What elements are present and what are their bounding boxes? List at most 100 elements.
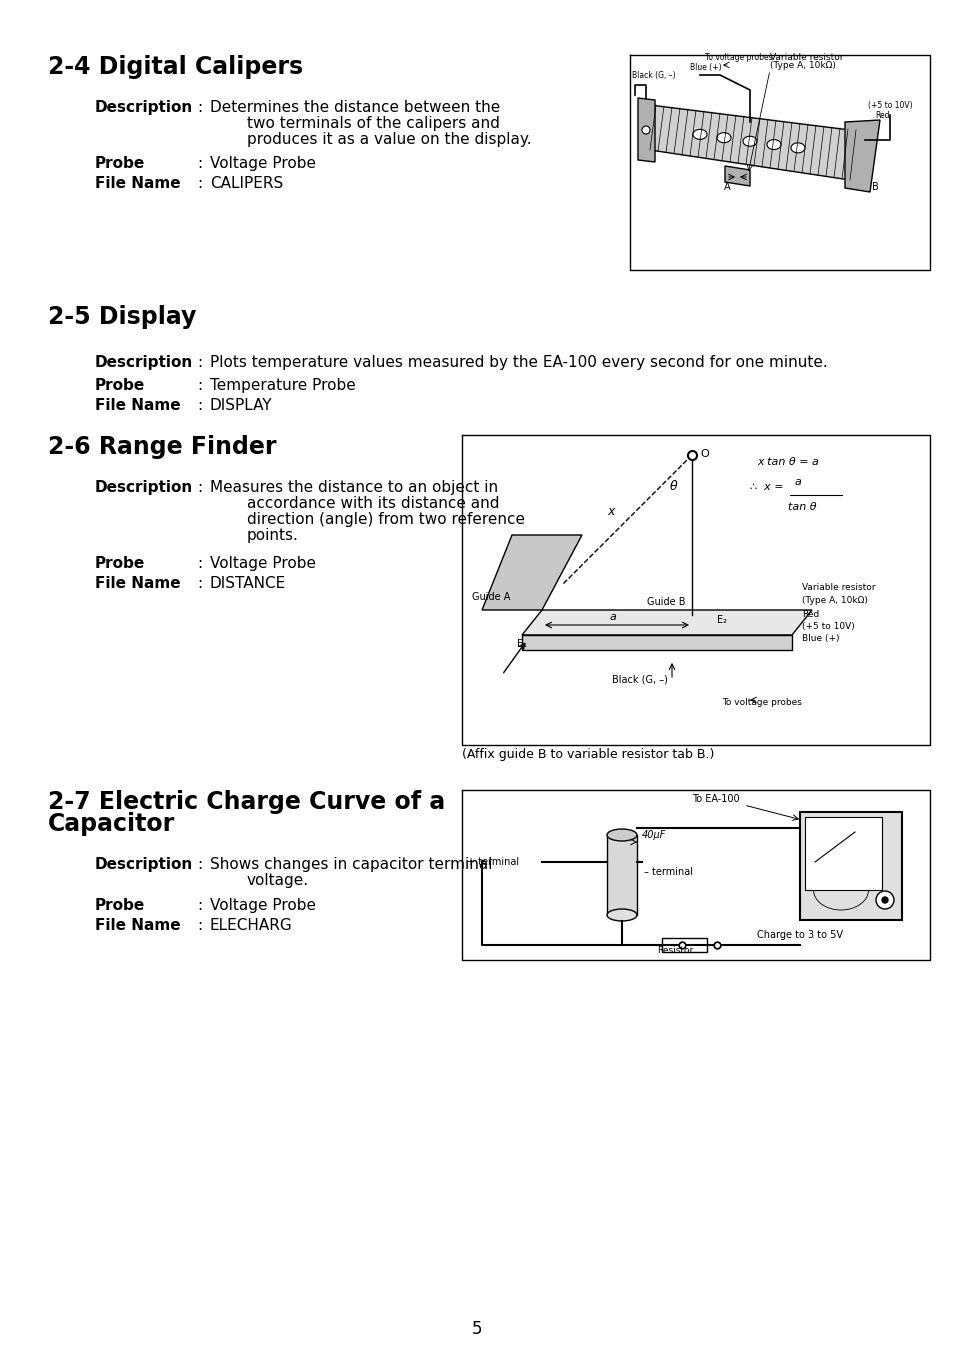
Text: Voltage Probe: Voltage Probe: [210, 156, 315, 171]
Text: tan θ: tan θ: [787, 501, 816, 512]
Text: File Name: File Name: [95, 576, 180, 591]
Text: Probe: Probe: [95, 378, 145, 393]
Text: Blue (+): Blue (+): [689, 62, 720, 72]
Polygon shape: [844, 121, 879, 192]
Text: (Type A, 10kΩ): (Type A, 10kΩ): [801, 596, 867, 604]
Text: :: :: [196, 378, 202, 393]
Text: :: :: [196, 156, 202, 171]
Text: Black (G, –): Black (G, –): [631, 70, 675, 80]
Polygon shape: [481, 535, 581, 610]
Ellipse shape: [790, 142, 804, 153]
Polygon shape: [724, 167, 749, 186]
Text: points.: points.: [247, 528, 298, 543]
Text: Plots temperature values measured by the EA-100 every second for one minute.: Plots temperature values measured by the…: [210, 355, 827, 370]
Text: Temperature Probe: Temperature Probe: [210, 378, 355, 393]
Text: Voltage Probe: Voltage Probe: [210, 898, 315, 913]
Text: Probe: Probe: [95, 898, 145, 913]
Text: voltage.: voltage.: [247, 873, 309, 888]
Ellipse shape: [875, 892, 893, 909]
Text: To voltage probes: To voltage probes: [704, 53, 772, 62]
Text: accordance with its distance and: accordance with its distance and: [247, 496, 499, 511]
Text: :: :: [196, 576, 202, 591]
Text: + terminal: + terminal: [467, 856, 518, 867]
Text: two terminals of the calipers and: two terminals of the calipers and: [247, 117, 499, 131]
Text: :: :: [196, 176, 202, 191]
Ellipse shape: [606, 909, 637, 921]
Text: Determines the distance between the: Determines the distance between the: [210, 100, 499, 115]
Ellipse shape: [882, 897, 887, 902]
Text: x: x: [606, 505, 614, 518]
Text: (Affix guide B to variable resistor tab B.): (Affix guide B to variable resistor tab …: [461, 748, 714, 762]
Text: File Name: File Name: [95, 917, 180, 934]
Polygon shape: [661, 938, 706, 953]
Text: Variable resistor: Variable resistor: [769, 53, 842, 62]
Text: B: B: [871, 182, 878, 192]
Text: DISPLAY: DISPLAY: [210, 398, 273, 413]
Text: File Name: File Name: [95, 176, 180, 191]
Text: – terminal: – terminal: [643, 867, 692, 877]
Text: θ: θ: [669, 480, 677, 493]
Text: Guide B: Guide B: [646, 598, 685, 607]
Text: Voltage Probe: Voltage Probe: [210, 556, 315, 570]
Text: ∴  x =: ∴ x =: [749, 482, 782, 492]
Text: 2-4 Digital Calipers: 2-4 Digital Calipers: [48, 56, 303, 79]
Text: Guide A: Guide A: [472, 592, 510, 602]
Polygon shape: [521, 635, 791, 650]
Text: CALIPERS: CALIPERS: [210, 176, 283, 191]
Text: 2-6 Range Finder: 2-6 Range Finder: [48, 435, 276, 459]
Text: DISTANCE: DISTANCE: [210, 576, 286, 591]
Polygon shape: [638, 98, 655, 163]
Text: Capacitor: Capacitor: [48, 812, 175, 836]
Text: Description: Description: [95, 100, 193, 115]
Text: Description: Description: [95, 480, 193, 495]
Text: 5: 5: [471, 1320, 482, 1337]
Text: To voltage probes: To voltage probes: [721, 698, 801, 707]
Text: Blue (+): Blue (+): [801, 634, 839, 644]
Text: :: :: [196, 556, 202, 570]
Text: To EA-100: To EA-100: [691, 794, 739, 804]
Text: 2-7 Electric Charge Curve of a: 2-7 Electric Charge Curve of a: [48, 790, 445, 814]
Polygon shape: [800, 812, 901, 920]
Text: :: :: [196, 898, 202, 913]
Text: File Name: File Name: [95, 398, 180, 413]
Text: Charge to 3 to 5V: Charge to 3 to 5V: [757, 930, 842, 940]
Text: :: :: [196, 100, 202, 115]
Text: (+5 to 10V): (+5 to 10V): [867, 102, 912, 110]
Text: x tan θ = a: x tan θ = a: [757, 457, 818, 467]
Text: 40μF: 40μF: [641, 831, 666, 840]
Text: Red: Red: [874, 111, 888, 121]
Text: a: a: [794, 477, 801, 486]
Text: :: :: [196, 398, 202, 413]
Polygon shape: [606, 835, 637, 915]
Ellipse shape: [641, 126, 649, 134]
Polygon shape: [804, 817, 882, 890]
Text: Description: Description: [95, 355, 193, 370]
Text: (Type A, 10kΩ): (Type A, 10kΩ): [769, 61, 835, 70]
Text: E₂: E₂: [717, 615, 726, 625]
Text: Red: Red: [801, 610, 819, 619]
Text: :: :: [196, 856, 202, 873]
Text: Measures the distance to an object in: Measures the distance to an object in: [210, 480, 497, 495]
Ellipse shape: [766, 140, 781, 149]
Text: :: :: [196, 355, 202, 370]
Text: Description: Description: [95, 856, 193, 873]
Text: (+5 to 10V): (+5 to 10V): [801, 622, 854, 631]
Polygon shape: [649, 104, 849, 180]
Text: Probe: Probe: [95, 156, 145, 171]
Text: E₁: E₁: [517, 640, 526, 649]
Text: Shows changes in capacitor terminal: Shows changes in capacitor terminal: [210, 856, 492, 873]
Ellipse shape: [717, 133, 730, 142]
Text: direction (angle) from two reference: direction (angle) from two reference: [247, 512, 524, 527]
Text: :: :: [196, 480, 202, 495]
Text: 2-5 Display: 2-5 Display: [48, 305, 196, 329]
Text: a: a: [609, 612, 617, 622]
Text: O: O: [700, 449, 708, 459]
Text: Probe: Probe: [95, 556, 145, 570]
Text: Resistor: Resistor: [657, 946, 693, 955]
Ellipse shape: [692, 129, 706, 140]
Text: produces it as a value on the display.: produces it as a value on the display.: [247, 131, 531, 146]
Polygon shape: [521, 610, 811, 635]
Ellipse shape: [742, 137, 757, 146]
Text: :: :: [196, 917, 202, 934]
Text: Variable resistor: Variable resistor: [801, 583, 875, 592]
